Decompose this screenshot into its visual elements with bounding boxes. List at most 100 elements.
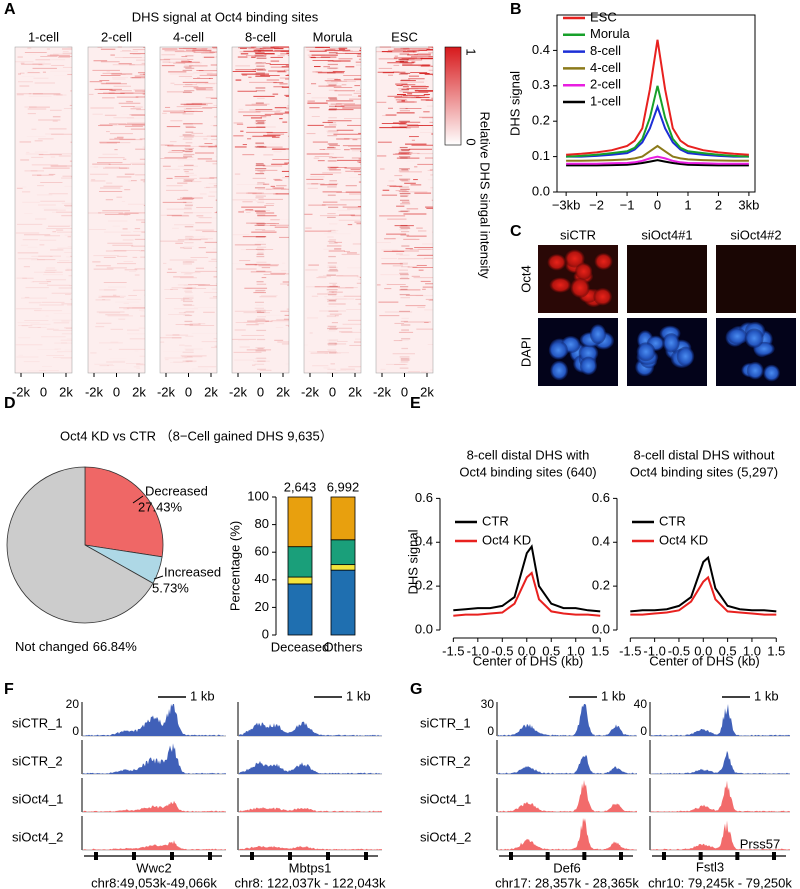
line-series <box>630 555 777 613</box>
nucleus <box>575 263 593 280</box>
heatmap-title: DHS signal at Oct4 binding sites <box>132 9 319 24</box>
image-column-label: siOct4#2 <box>730 227 781 242</box>
x-tick-label: -1.5 <box>619 643 641 658</box>
x-tick-label: 0 <box>113 384 120 399</box>
track-ymin: 0 <box>72 724 79 738</box>
x-tick-label: -2k <box>373 384 392 399</box>
exon <box>364 852 368 860</box>
x-tick-label: -2k <box>229 384 248 399</box>
chart-title: 8-cell distal DHS with <box>467 447 590 462</box>
nucleus <box>578 344 599 363</box>
x-tick-label: 1.0 <box>743 643 761 658</box>
gene-name: Prss57 <box>740 836 780 851</box>
heatmap-column <box>231 46 290 374</box>
exon <box>772 852 776 860</box>
column-label: 8-cell <box>245 29 276 44</box>
bar-segment <box>330 539 356 566</box>
legend-label: 8-cell <box>590 43 621 58</box>
track-label: siCTR_1 <box>420 715 471 730</box>
y-tick-label: 0.4 <box>415 534 433 549</box>
bar-segment <box>330 564 356 571</box>
nucleus <box>727 328 747 345</box>
track-ymin: 0 <box>487 724 494 738</box>
bar-segment <box>287 576 313 585</box>
track-label: siOct4_2 <box>12 829 63 844</box>
legend-label: Oct4 KD <box>659 532 708 547</box>
x-tick-label: 0 <box>329 384 336 399</box>
track-signal <box>651 780 790 812</box>
scale-label: 1 kb <box>601 688 626 703</box>
nucleus <box>676 346 695 367</box>
panel-label: D <box>4 395 16 412</box>
line-series <box>566 104 749 158</box>
x-tick-label: 0.5 <box>719 643 737 658</box>
pie-label: Not changed 66.84% <box>15 639 137 654</box>
x-tick-label: -2k <box>12 384 31 399</box>
x-axis-label: Center of DHS (kb) <box>473 653 584 668</box>
x-tick-label: 0 <box>401 384 408 399</box>
x-tick-label: 0 <box>257 384 264 399</box>
x-tick-label: 0.0 <box>518 643 536 658</box>
column-label: Morula <box>313 29 354 44</box>
y-axis-label: DHS signal <box>507 71 522 136</box>
pie-slice <box>84 466 164 558</box>
legend-label: 1-cell <box>590 93 621 108</box>
x-tick-label: 0 <box>185 384 192 399</box>
locus: chr17: 28,357k - 28,365k <box>495 875 639 889</box>
track-ymax: 40 <box>634 697 648 711</box>
exon <box>208 852 212 860</box>
bar-segment <box>287 546 313 578</box>
x-tick-label: 0 <box>40 384 47 399</box>
gene-name: Fstl3 <box>696 859 724 874</box>
x-tick-label: 1.0 <box>567 643 585 658</box>
colorbar <box>444 46 462 146</box>
micrograph <box>716 245 796 313</box>
x-tick-label: Deceased <box>271 639 330 654</box>
x-tick-label: 2k <box>204 384 218 399</box>
panel-label: F <box>4 681 14 698</box>
track-signal <box>498 818 637 850</box>
track-signal <box>239 845 382 850</box>
exon <box>662 852 666 860</box>
image-column-label: siCTR <box>560 227 596 242</box>
line-series <box>453 571 601 617</box>
track-signal <box>83 704 226 736</box>
y-tick-label: 0.0 <box>415 621 433 636</box>
track-signal <box>239 807 382 812</box>
x-tick-label: -2k <box>301 384 320 399</box>
chart-title: Oct4 KD vs CTR （8−Cell gained DHS 9,635） <box>60 428 333 443</box>
nucleus <box>746 361 764 380</box>
leader <box>132 495 144 504</box>
exon <box>170 852 174 860</box>
exon <box>94 852 98 860</box>
track-label: siOct4_2 <box>420 829 471 844</box>
legend-label: 2-cell <box>590 77 621 92</box>
legend-label: Oct4 KD <box>482 532 531 547</box>
total-label: 2,643 <box>284 479 317 494</box>
y-tick-label: 80 <box>255 516 269 531</box>
track-label: siCTR_1 <box>12 715 63 730</box>
x-tick-label: -0.5 <box>491 643 513 658</box>
x-tick-label: 2k <box>276 384 290 399</box>
y-axis-label: Percentage (%) <box>227 521 242 611</box>
track-signal <box>239 761 382 774</box>
x-tick-label: −1 <box>620 197 635 212</box>
column-label: 4-cell <box>173 29 204 44</box>
panel-label: G <box>410 681 422 698</box>
image-column-label: siOct4#1 <box>641 227 692 242</box>
x-tick-label: 3kb <box>738 197 759 212</box>
exon <box>326 852 330 860</box>
x-tick-label: 2k <box>348 384 362 399</box>
y-tick-label: 0.6 <box>592 490 610 505</box>
colorbar-label: Relative DHS singal intensity <box>478 112 493 279</box>
track-signal <box>239 721 382 736</box>
column-label: ESC <box>391 29 418 44</box>
track-signal <box>651 704 790 736</box>
legend-label: CTR <box>659 513 686 528</box>
nucleus <box>744 328 764 348</box>
track-label: siCTR_2 <box>12 753 63 768</box>
x-tick-label: 0 <box>654 197 661 212</box>
exon <box>509 852 513 860</box>
nucleus <box>593 287 613 306</box>
